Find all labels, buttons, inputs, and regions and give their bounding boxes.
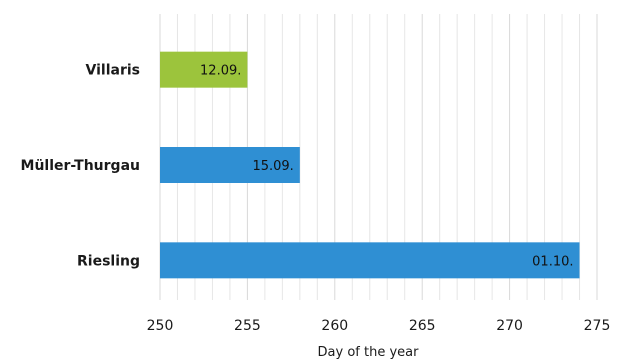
bars [160,51,580,279]
x-tick-label: 265 [409,318,436,334]
data-label: 12.09. [200,64,241,79]
x-tick-labels: 250 255 260 265 270 275 [147,318,611,334]
category-label: Villaris [86,63,140,79]
x-axis-label: Day of the year [318,345,420,360]
category-label: Riesling [77,253,140,269]
data-label: 15.09. [252,159,293,174]
data-labels: 12.09. 15.09. 01.10. [200,64,573,270]
category-label: Müller-Thurgau [21,158,140,174]
category-labels: Villaris Müller-Thurgau Riesling [21,63,140,270]
bar-riesling [160,242,580,279]
data-label: 01.10. [532,254,573,269]
x-tick-label: 275 [584,318,611,334]
x-tick-label: 260 [321,318,348,334]
bar-m-ller-thurgau [160,147,300,183]
x-tick-label: 250 [147,318,174,334]
x-tick-label: 255 [234,318,261,334]
x-tick-label: 270 [496,318,523,334]
bar-villaris [160,51,248,88]
